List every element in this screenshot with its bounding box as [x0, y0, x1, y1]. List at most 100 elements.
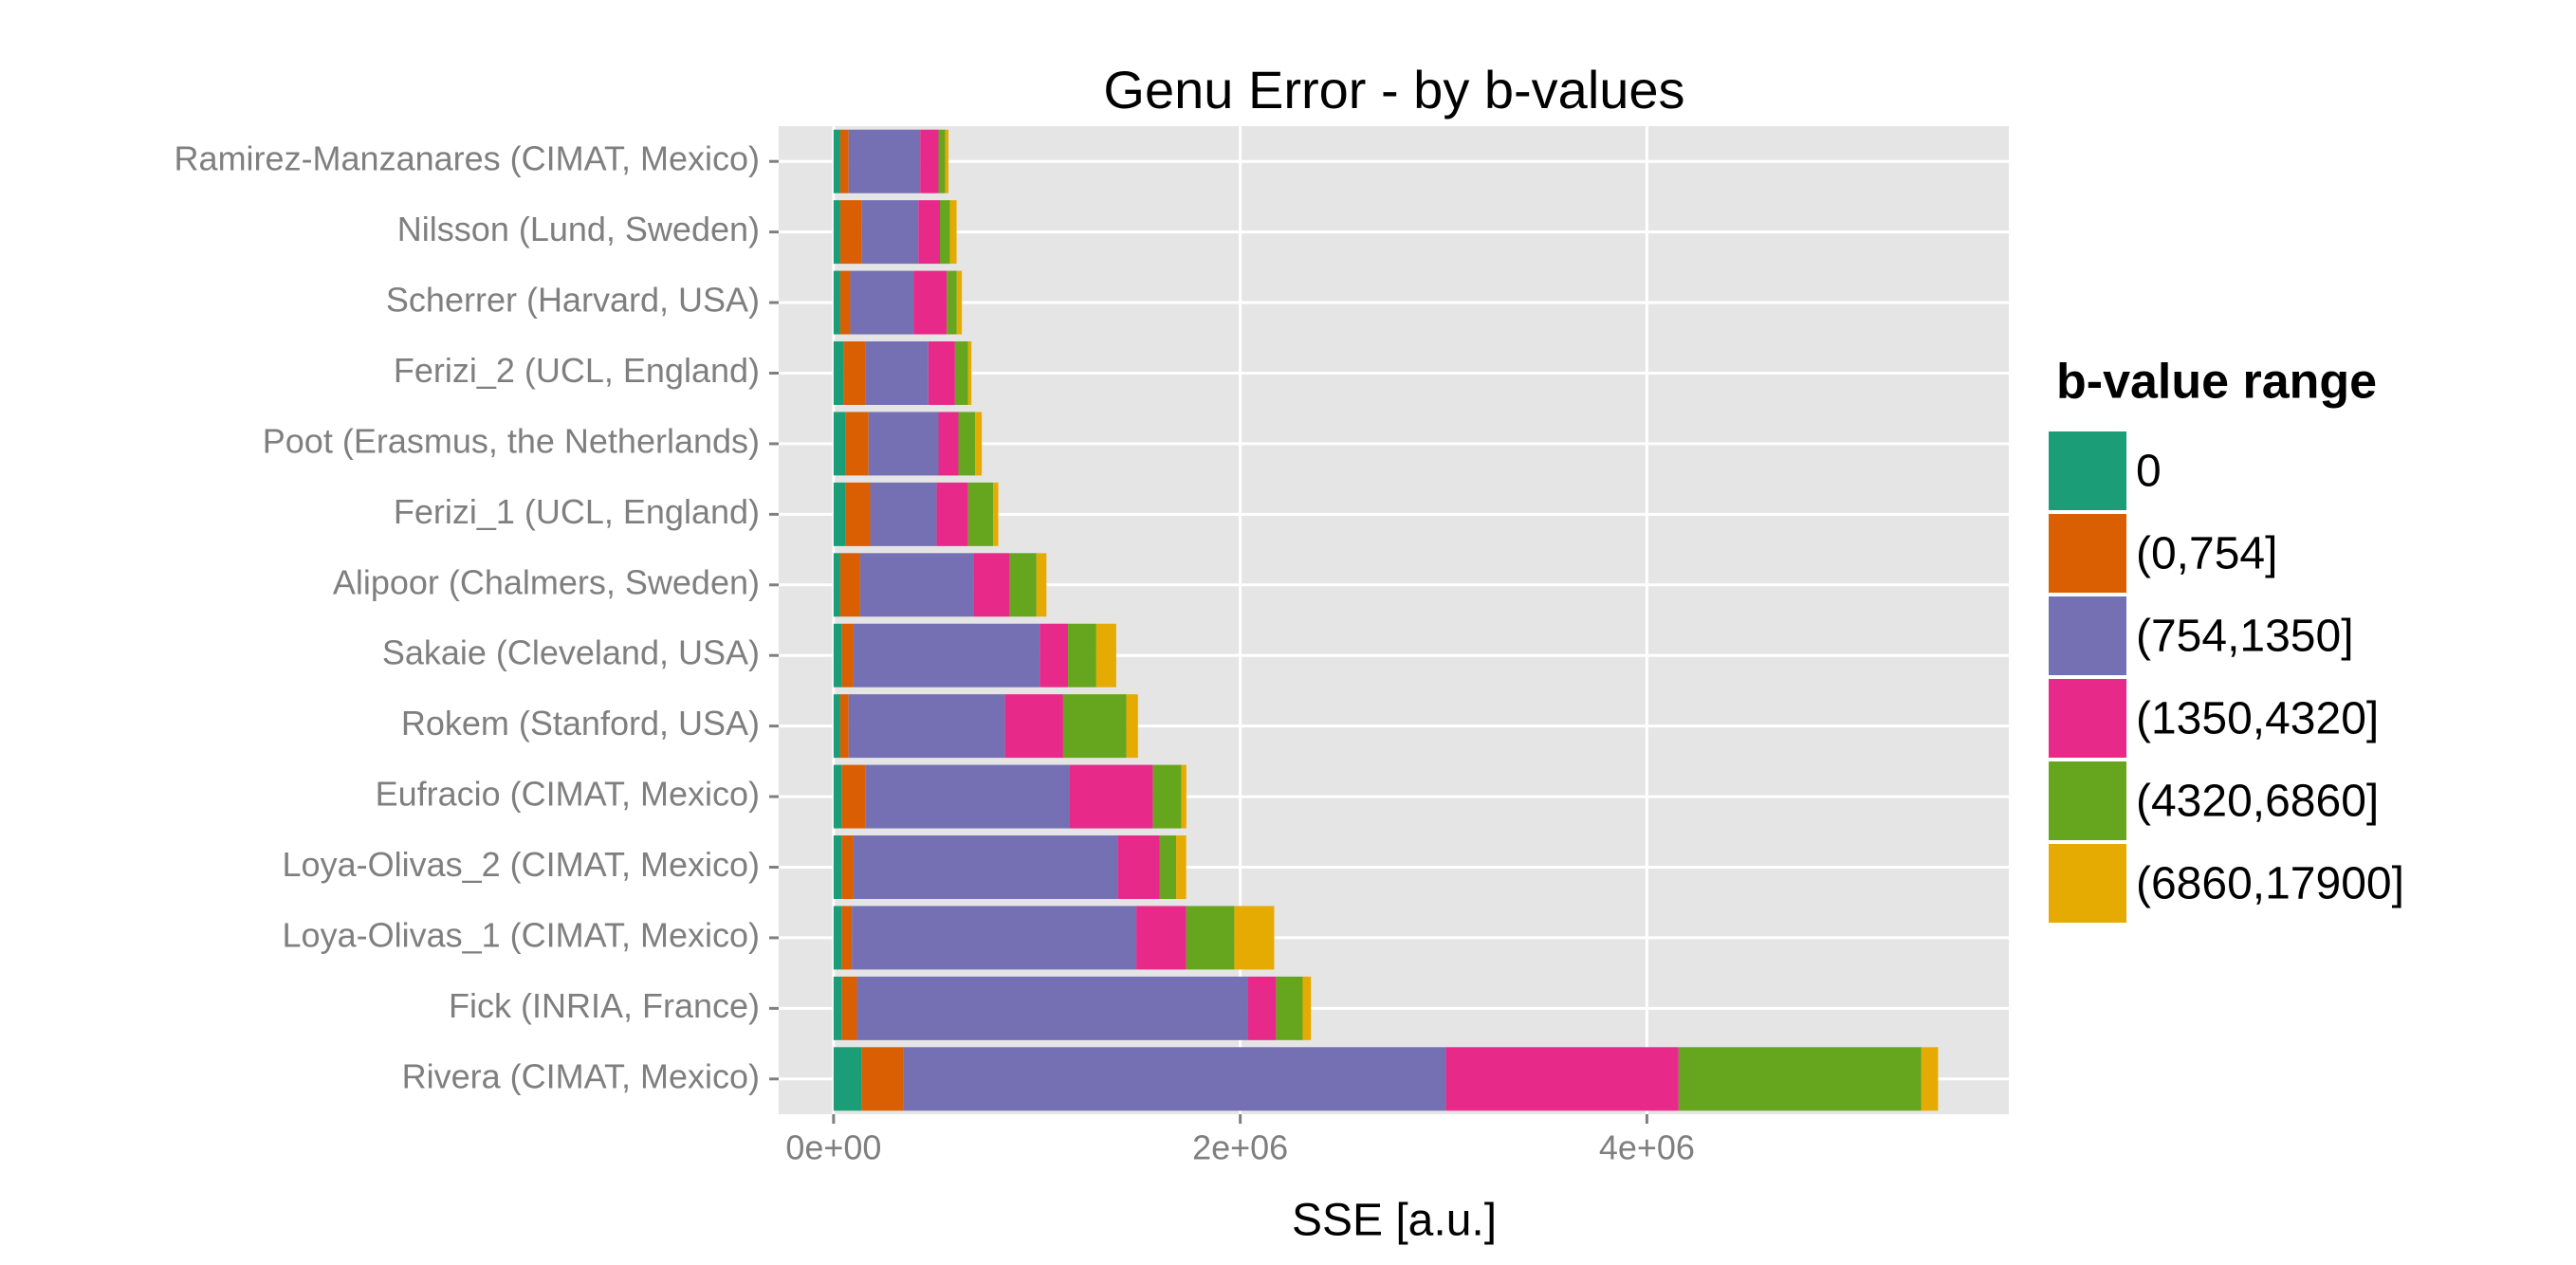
- bar-segment: [1004, 694, 1063, 759]
- bar-segment: [841, 623, 854, 688]
- y-tick-label: Loya-Olivas_2 (CIMAT, Mexico): [283, 845, 760, 884]
- bar-segment: [841, 906, 853, 970]
- bar-segment: [954, 341, 968, 405]
- bar-segment: [833, 482, 846, 546]
- x-tick-label: 4e+06: [1599, 1128, 1695, 1167]
- bar-segment: [1921, 1047, 1939, 1111]
- bar-segment: [856, 976, 1248, 1040]
- bar-segment: [841, 835, 854, 899]
- bar-segment: [1302, 976, 1312, 1040]
- bar-segment: [1234, 906, 1275, 970]
- bar-segment: [1247, 976, 1277, 1040]
- bar-segment: [870, 482, 937, 546]
- legend-key: [2047, 595, 2128, 677]
- bar-segment: [865, 764, 1070, 829]
- bar-segment: [833, 129, 840, 193]
- bar-segment: [1181, 764, 1187, 829]
- bar-segment: [1036, 553, 1047, 617]
- bar-segment: [967, 341, 972, 405]
- bar-segment: [936, 482, 968, 546]
- x-tick-label: 0e+00: [785, 1128, 881, 1167]
- legend-key: [2047, 760, 2128, 842]
- legend-key: [2047, 430, 2128, 512]
- bar-segment: [833, 623, 842, 688]
- bar-segment: [903, 1047, 1446, 1111]
- bar-segment: [833, 1047, 862, 1111]
- bar-segment: [833, 341, 844, 405]
- bar-segment: [848, 694, 1005, 759]
- bar-segment: [850, 270, 914, 335]
- bar-segment: [918, 200, 941, 265]
- bar-segment: [841, 764, 866, 829]
- bar-segment: [861, 200, 919, 265]
- bar-segment: [839, 200, 862, 265]
- bar-segment: [853, 835, 1118, 899]
- bar-segment: [1095, 623, 1116, 688]
- y-tick-label: Sakaie (Cleveland, USA): [382, 633, 760, 672]
- legend-label: (1350,4320]: [2136, 694, 2379, 744]
- y-tick-label: Rivera (CIMAT, Mexico): [402, 1056, 760, 1095]
- bar-segment: [920, 129, 939, 193]
- bar-segment: [1117, 835, 1160, 899]
- bar-segment: [868, 412, 939, 476]
- bar-segment: [938, 412, 959, 476]
- bar-segment: [1069, 764, 1153, 829]
- bar-segment: [865, 341, 929, 405]
- bar-segment: [1009, 553, 1037, 617]
- y-tick-label: Eufracio (CIMAT, Mexico): [376, 775, 760, 814]
- bar-segment: [958, 412, 976, 476]
- legend-label: (6860,17900]: [2136, 859, 2404, 909]
- bar-segment: [1176, 835, 1187, 899]
- bar-segment: [833, 764, 842, 829]
- bar-segment: [938, 129, 946, 193]
- bar-segment: [833, 906, 842, 970]
- bar-segment: [1152, 764, 1182, 829]
- bar-segment: [1068, 623, 1096, 688]
- legend-title: b-value range: [2056, 355, 2377, 410]
- y-tick-label: Fick (INRIA, France): [449, 986, 760, 1025]
- x-tick-label: 2e+06: [1192, 1128, 1288, 1167]
- bar-segment: [853, 623, 1040, 688]
- bar-segment: [973, 553, 1010, 617]
- bar-segment: [947, 270, 957, 335]
- bar-segment: [839, 694, 849, 759]
- legend-label: 0: [2136, 447, 2162, 497]
- y-tick-label: Rokem (Stanford, USA): [401, 704, 760, 742]
- y-tick-label: Poot (Erasmus, the Netherlands): [263, 421, 760, 460]
- y-tick-label: Alipoor (Chalmers, Sweden): [333, 562, 760, 601]
- bar-segment: [1276, 976, 1303, 1040]
- bar-segment: [949, 200, 957, 265]
- bar-segment: [975, 412, 983, 476]
- bar-segment: [928, 341, 955, 405]
- legend-key: [2047, 842, 2128, 925]
- bar-segment: [859, 553, 974, 617]
- legend-key: [2047, 512, 2128, 595]
- bar-segment: [1136, 906, 1187, 970]
- legend-label: (4320,6860]: [2136, 777, 2379, 827]
- bar-segment: [833, 270, 840, 335]
- bar-segment: [967, 482, 994, 546]
- legend-label: (0,754]: [2136, 529, 2277, 579]
- bar-segment: [1159, 835, 1177, 899]
- bar-segment: [845, 412, 869, 476]
- y-tick-label: Nilsson (Lund, Sweden): [397, 210, 760, 248]
- bar-segment: [1678, 1047, 1922, 1111]
- bar-segment: [833, 553, 840, 617]
- bar-segment: [940, 200, 950, 265]
- bar-segment: [1445, 1047, 1679, 1111]
- bar-segment: [833, 412, 846, 476]
- bar-segment: [852, 906, 1137, 970]
- bar-segment: [839, 129, 849, 193]
- y-tick-label: Scherrer (Harvard, USA): [386, 281, 760, 320]
- bar-segment: [1186, 906, 1235, 970]
- y-tick-label: Ramirez-Manzanares (CIMAT, Mexico): [175, 139, 760, 178]
- bar-segment: [833, 694, 840, 759]
- bar-segment: [848, 129, 921, 193]
- legend-label: (754,1350]: [2136, 612, 2354, 662]
- bar-segment: [1126, 694, 1138, 759]
- y-tick-label: Ferizi_1 (UCL, England): [394, 492, 760, 531]
- bar-segment: [1062, 694, 1127, 759]
- bar-segment: [839, 553, 860, 617]
